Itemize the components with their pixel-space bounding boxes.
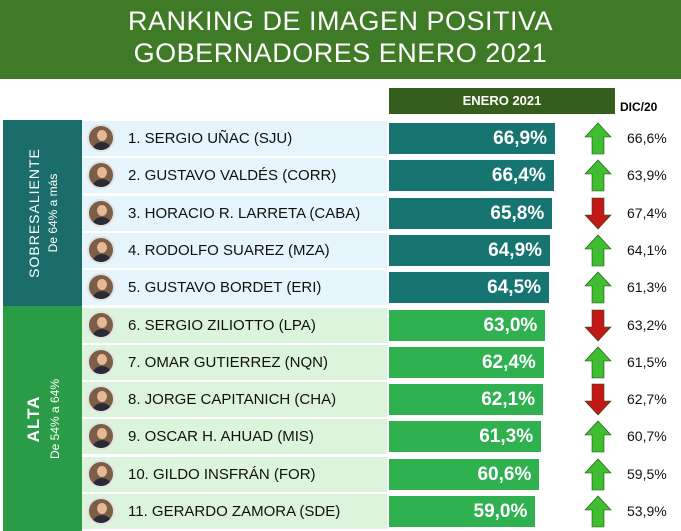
table-row: 4. RODOLFO SUAREZ (MZA) 64,9% 64,1% [82,232,681,269]
avatar [87,310,115,339]
governor-name: 4. RODOLFO SUAREZ (MZA) [128,241,330,259]
row-background [82,121,387,156]
row-background [82,456,387,492]
arrow-up-icon [584,420,612,453]
arrow-up-icon [584,122,612,155]
table-row: 3. HORACIO R. LARRETA (CABA) 65,8% 67,4% [82,195,681,232]
group-sobresaliente: SOBRESALIENTE De 64% a más [3,120,82,306]
column-header-enero: ENERO 2021 [389,88,615,114]
governor-name: 5. GUSTAVO BORDET (ERI) [128,279,322,297]
row-background [82,307,387,343]
enero-bar [389,496,536,527]
enero-value-label: 66,9% [493,128,547,149]
row-background [82,232,387,268]
row-background [82,419,387,455]
row-background [82,494,387,529]
table-row: 2. GUSTAVO VALDÉS (CORR) 66,4% 63,9% [82,157,681,194]
dic-value: 60,7% [627,428,667,445]
group-range: De 54% a 64% [47,378,62,459]
enero-value-label: 64,9% [488,239,543,261]
title-line-2: GOBERNADORES ENERO 2021 [133,38,548,68]
enero-value-label: 64,5% [487,277,542,299]
governor-name: 7. OMAR GUTIERREZ (NQN) [128,353,329,371]
table-row: 10. GILDO INSFRÁN (FOR) 60,6% 59,5% [82,456,681,493]
enero-value-label: 61,3% [479,426,534,448]
arrow-up-icon [584,234,612,267]
dic-value: 66,6% [627,130,667,146]
enero-bar [389,346,544,378]
row-background [82,270,387,306]
arrow-up-icon [584,458,612,490]
arrow-up-icon [584,271,612,304]
chart-title: RANKING DE IMAGEN POSITIVA GOBERNADORES … [0,0,681,79]
table-row: 5. GUSTAVO BORDET (ERI) 64,5% 61,3% [82,269,681,306]
dic-value: 67,4% [627,204,667,221]
enero-value-label: 62,1% [481,389,536,411]
dic-value: 62,7% [627,391,667,408]
group-alta: ALTA De 54% a 64% [3,306,82,531]
avatar [87,459,115,488]
avatar [87,235,115,264]
governor-name: 1. SERGIO UÑAC (SJU) [128,130,293,147]
table-row: 11. GERARDO ZAMORA (SDE) 59,0% 53,9% [82,493,681,530]
table-row: 6. SERGIO ZILIOTTO (LPA) 63,0% 63,2% [82,307,681,344]
enero-value-label: 63,0% [483,314,538,336]
enero-bar [389,384,544,416]
governor-name: 10. GILDO INSFRÁN (FOR) [128,465,316,483]
governor-name: 3. HORACIO R. LARRETA (CABA) [128,204,361,222]
enero-value-label: 66,4% [491,165,546,187]
row-background [82,382,387,418]
enero-bar [389,458,540,490]
row-background [82,158,387,194]
enero-value-label: 62,4% [481,351,536,373]
table-row: 7. OMAR GUTIERREZ (NQN) 62,4% 61,5% [82,344,681,381]
arrow-up-icon [584,495,612,528]
dic-value: 53,9% [627,503,667,519]
dic-value: 61,3% [627,279,667,296]
enero-value-label: 60,6% [477,463,532,485]
row-background [82,195,387,231]
column-header-dic: DIC/20 [620,100,658,114]
group-range: De 64% a más [45,173,60,253]
avatar [87,161,115,190]
group-name: ALTA [23,395,43,442]
avatar [87,124,115,152]
enero-bar [389,272,550,304]
avatar [87,273,115,302]
avatar [87,198,115,227]
arrow-down-icon [584,309,612,341]
enero-bar [389,197,553,229]
table-row: 9. OSCAR H. AHUAD (MIS) 61,3% 60,7% [82,418,681,455]
group-name: SOBRESALIENTE [25,148,42,278]
dic-value: 59,5% [627,465,667,482]
enero-bar [389,123,555,154]
enero-bar [389,160,554,192]
governor-name: 6. SERGIO ZILIOTTO (LPA) [128,316,316,334]
governor-name: 11. GERARDO ZAMORA (SDE) [128,503,341,520]
table-row: 1. SERGIO UÑAC (SJU) 66,9% 66,6% [82,120,681,157]
arrow-down-icon [584,197,612,230]
enero-bar [389,234,551,266]
arrow-down-icon [584,383,612,416]
enero-value-label: 65,8% [490,202,545,224]
dic-value: 64,1% [627,241,667,258]
avatar [87,347,115,376]
enero-bar [389,309,546,341]
dic-value: 61,5% [627,353,667,370]
arrow-up-icon [584,346,612,379]
dic-value: 63,2% [627,316,667,333]
arrow-up-icon [584,159,612,192]
row-background [82,344,387,380]
table-row: 8. JORGE CAPITANICH (CHA) 62,1% 62,7% [82,381,681,418]
avatar [87,385,115,414]
governor-name: 8. JORGE CAPITANICH (CHA) [128,391,337,409]
avatar [87,422,115,451]
enero-value-label: 59,0% [473,501,528,522]
enero-bar [389,421,542,453]
governor-name: 9. OSCAR H. AHUAD (MIS) [128,428,314,446]
title-line-1: RANKING DE IMAGEN POSITIVA [127,6,554,36]
avatar [87,497,115,525]
governor-name: 2. GUSTAVO VALDÉS (CORR) [128,167,337,185]
dic-value: 63,9% [627,167,667,184]
